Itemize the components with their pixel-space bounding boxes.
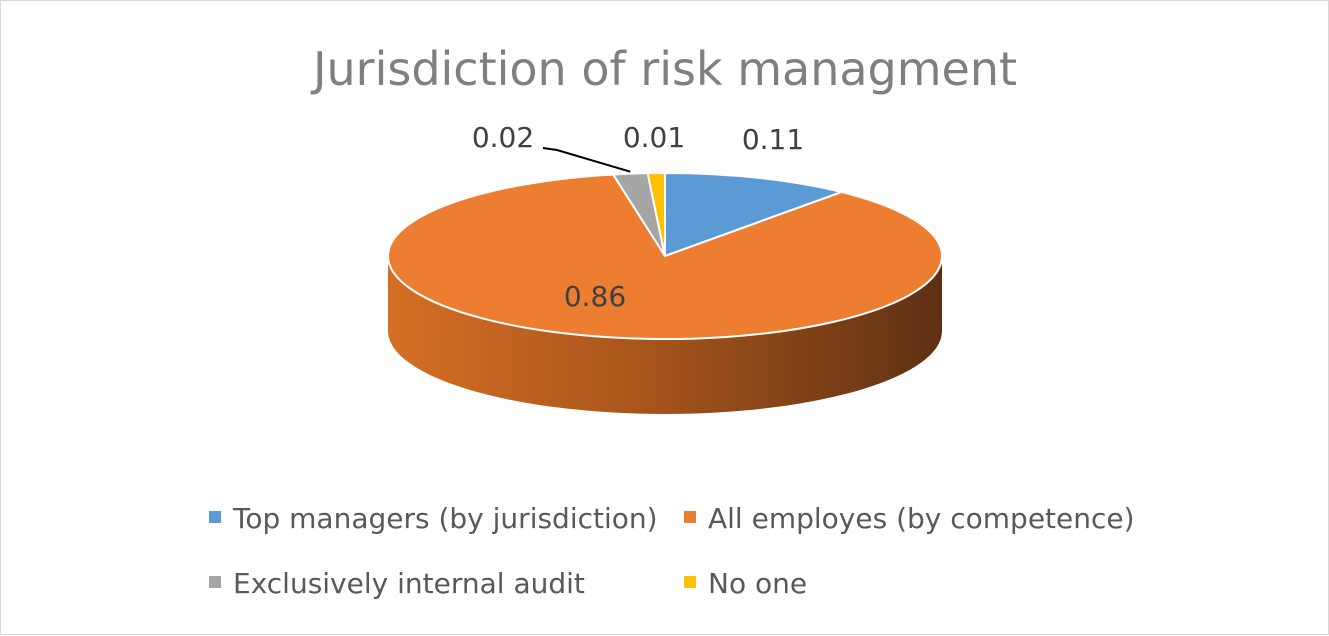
legend-label-exclusively-internal-audit: Exclusively internal audit <box>233 567 585 600</box>
legend-swatch-no-one <box>684 576 696 588</box>
pie-side-wall <box>388 256 942 414</box>
legend-swatch-top-managers-by-jurisdiction <box>209 511 221 523</box>
pie-slice-all-employes-by-competence <box>387 173 943 340</box>
pie-layer <box>387 171 943 414</box>
data-label-no-one: 0.01 <box>623 121 685 154</box>
leader-line-exclusively-internal-audit <box>542 147 631 173</box>
legend: Top managers (by jurisdiction) All employ… <box>209 502 1135 600</box>
data-label-top-managers-by-jurisdiction: 0.11 <box>742 123 804 156</box>
data-label-exclusively-internal-audit: 0.02 <box>472 121 534 154</box>
pie-slice-top-managers-by-jurisdiction <box>664 171 845 258</box>
legend-label-all-employes-by-competence: All employes (by competence) <box>708 502 1135 535</box>
pie-slice-no-one <box>646 171 666 257</box>
legend-label-top-managers-by-jurisdiction: Top managers (by jurisdiction) <box>232 502 658 535</box>
data-label-all-employes-by-competence: 0.86 <box>564 280 626 313</box>
data-label-layer: 0.11 0.86 0.02 0.01 <box>472 121 804 313</box>
legend-swatch-all-employes-by-competence <box>684 511 696 523</box>
legend-label-no-one: No one <box>708 567 807 600</box>
legend-swatch-exclusively-internal-audit <box>209 576 221 588</box>
chart-title: Jurisdiction of risk managment <box>310 42 1017 96</box>
